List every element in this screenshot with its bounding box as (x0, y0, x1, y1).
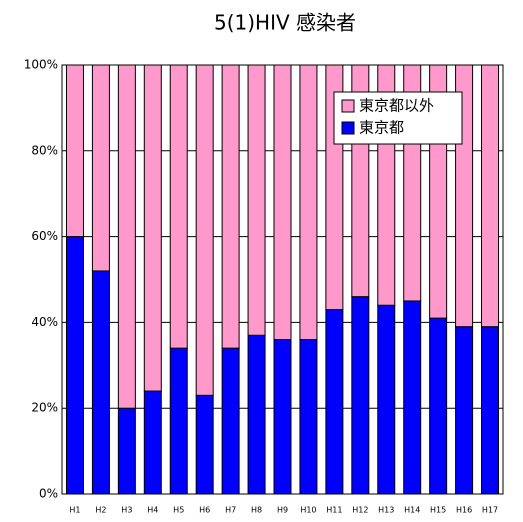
y-tick-label: 40% (31, 315, 58, 329)
legend-swatch (341, 99, 355, 113)
legend-label: 東京都以外 (359, 97, 434, 115)
bar-segment (221, 347, 240, 495)
x-tick-label: H8 (251, 506, 262, 515)
y-tick-label: 100% (24, 58, 58, 72)
bar-segment (169, 64, 188, 349)
bar-segment (91, 64, 110, 272)
bar-segment (299, 64, 318, 341)
bar-segment (221, 64, 240, 349)
bar-segment (91, 270, 110, 495)
legend-swatch (341, 121, 355, 135)
legend-label: 東京都 (359, 119, 404, 137)
bar-segment (351, 296, 370, 495)
x-tick-label: H14 (404, 506, 420, 515)
bar-segment (325, 309, 344, 495)
x-tick-label: H7 (225, 506, 236, 515)
legend-box (333, 91, 463, 145)
bar-segment (247, 334, 266, 495)
bar-segment (247, 64, 266, 336)
x-tick-label: H13 (378, 506, 394, 515)
x-tick-label: H12 (352, 506, 368, 515)
bar-segment (195, 394, 214, 495)
x-tick-label: H11 (326, 506, 342, 515)
bar-segment (377, 304, 396, 495)
x-tick-label: H16 (456, 506, 472, 515)
bar-segment (481, 64, 500, 328)
y-tick-label: 60% (31, 229, 58, 243)
y-tick-label: 20% (31, 401, 58, 415)
x-tick-label: H2 (95, 506, 106, 515)
x-tick-label: H6 (199, 506, 210, 515)
y-tick-label: 0% (39, 487, 58, 501)
bar-segment (143, 390, 162, 495)
x-tick-label: H10 (300, 506, 316, 515)
x-tick-label: H9 (277, 506, 288, 515)
x-tick-label: H4 (147, 506, 158, 515)
bar-segment (273, 339, 292, 495)
bar-segment (195, 64, 214, 396)
bar-segment (273, 64, 292, 341)
bar-segment (65, 64, 84, 238)
bar-segment (403, 300, 422, 495)
x-tick-label: H5 (173, 506, 184, 515)
chart-title: 5(1)HIV 感染者 (214, 11, 356, 35)
x-tick-label: H3 (121, 506, 132, 515)
bar-segment (429, 317, 448, 495)
bar-segment (455, 326, 474, 495)
bar-segment (117, 407, 136, 495)
bar-segment (169, 347, 188, 495)
bar-segment (143, 64, 162, 392)
x-tick-label: H15 (430, 506, 446, 515)
bar-segment (65, 236, 84, 495)
x-tick-label: H1 (69, 506, 80, 515)
x-tick-label: H17 (482, 506, 498, 515)
bar-segment (481, 326, 500, 495)
bar-segment (117, 64, 136, 409)
bar-segment (299, 339, 318, 495)
y-tick-label: 80% (31, 143, 58, 157)
